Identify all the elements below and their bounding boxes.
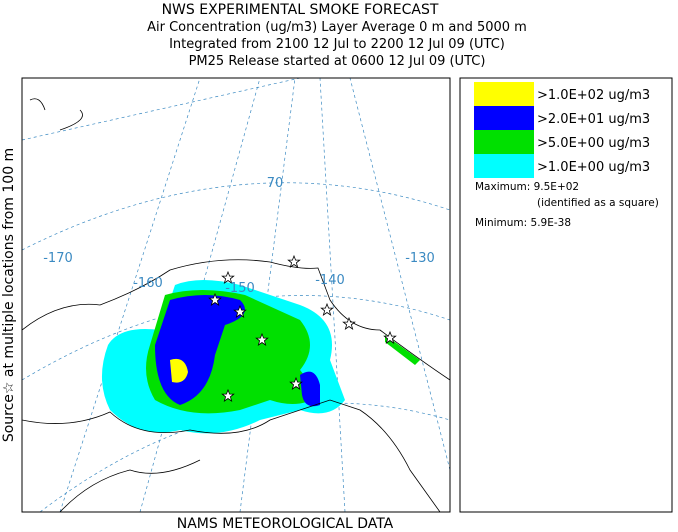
title: NWS EXPERIMENTAL SMOKE FORECAST [162,2,439,18]
grid-label: -150 [225,281,255,296]
maximum-note: (identified as a square) [537,197,659,209]
legend: >1.0E+02 ug/m3 >2.0E+01 ug/m3 >5.0E+00 ug/… [474,82,650,178]
legend-swatch [474,154,534,178]
legend-label: >2.0E+01 ug/m3 [537,112,650,127]
grid-label: -160 [133,276,163,291]
legend-frame [459,77,673,513]
grid-label: -140 [315,273,345,288]
coastline [22,98,450,512]
smoke [101,280,420,434]
legend-swatch [474,106,534,130]
legend-label: >5.0E+00 ug/m3 [537,136,650,151]
grid-labels: -170 -160 -150 -140 -130 70 [43,176,435,296]
subtitle: Air Concentration (ug/m3) Layer Average … [147,20,527,35]
grid-label: -130 [405,251,435,266]
map: -170 -160 -150 -140 -130 70 [22,78,450,512]
footer: NAMS METEOROLOGICAL DATA [177,516,394,532]
legend-label: >1.0E+02 ug/m3 [537,88,650,103]
legend-label: >1.0E+00 ug/m3 [537,160,650,175]
side-label: Source☆ at multiple locations from 100 m [1,148,17,442]
subtitle: Integrated from 2100 12 Jul to 2200 12 J… [169,37,505,52]
grid-label: 70 [267,176,284,191]
map-frame [21,77,451,513]
minimum: Minimum: 5.9E-38 [475,217,571,229]
legend-swatch [474,82,534,106]
grid-label: -170 [43,251,73,266]
subtitle: PM25 Release started at 0600 12 Jul 09 (… [189,54,486,69]
maximum: Maximum: 9.5E+02 [475,181,579,193]
legend-swatch [474,130,534,154]
